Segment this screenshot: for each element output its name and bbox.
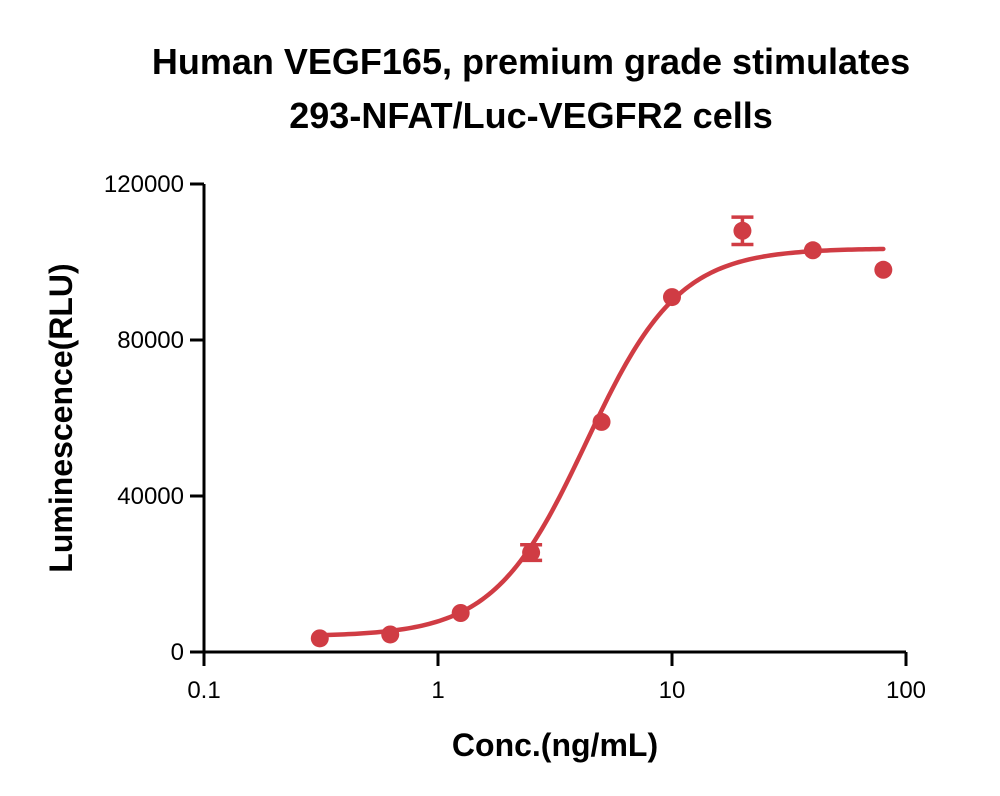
y-tick-label: 120000 (104, 171, 184, 198)
data-point (803, 241, 822, 260)
chart-title: Human VEGF165, premium grade stimulates (152, 41, 910, 82)
x-tick-label: 1 (431, 677, 444, 704)
data-point (522, 543, 541, 562)
data-point (592, 412, 611, 431)
data-point (874, 260, 893, 279)
x-axis-ticks: 0.1 1 10 100 (187, 652, 926, 704)
x-tick-label: 0.1 (187, 677, 220, 704)
data-point (381, 625, 400, 644)
plot-area: 0 40000 80000 120000 0.1 1 10 100 (104, 171, 926, 704)
x-axis-title: Conc.(ng/mL) (452, 727, 658, 763)
chart-subtitle: 293-NFAT/Luc-VEGFR2 cells (289, 95, 772, 136)
data-point (310, 629, 329, 648)
y-tick-label: 40000 (117, 483, 184, 510)
data-point (733, 221, 752, 240)
y-axis-title: Luminescence(RLU) (43, 263, 79, 572)
fit-curve (317, 246, 886, 638)
y-axis-ticks: 0 40000 80000 120000 (104, 171, 204, 666)
y-tick-label: 0 (171, 639, 184, 666)
x-tick-label: 100 (886, 677, 926, 704)
y-tick-label: 80000 (117, 327, 184, 354)
data-point (663, 288, 681, 307)
data-points (310, 221, 893, 648)
data-point (451, 604, 470, 622)
x-tick-label: 10 (659, 677, 686, 704)
